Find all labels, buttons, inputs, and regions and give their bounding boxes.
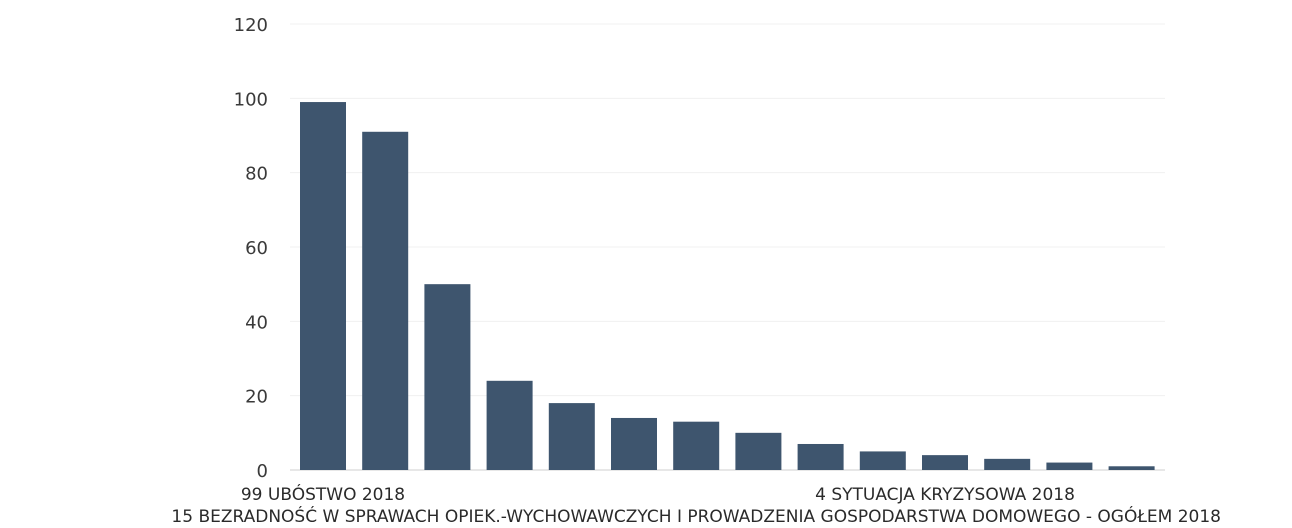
category-label: 99 UBÓSTWO 2018 <box>241 483 405 505</box>
bar <box>797 443 844 470</box>
bar <box>424 284 471 470</box>
gridlines <box>290 23 1165 397</box>
y-tick-label: 60 <box>245 238 268 259</box>
bar <box>735 432 782 470</box>
bar <box>548 403 595 470</box>
bar <box>922 455 968 470</box>
y-tick-label: 20 <box>245 387 268 408</box>
bar <box>486 380 533 470</box>
bar <box>673 421 720 470</box>
y-axis-tick-labels: 0 20 40 60 80 100 120 <box>234 15 268 482</box>
bar <box>611 417 657 470</box>
category-label: 15 BEZRADNOŚĆ W SPRAWACH OPIEK.-WYCHOWAW… <box>171 505 1221 527</box>
bar <box>1046 462 1093 470</box>
bars <box>300 102 1155 471</box>
y-tick-label: 40 <box>245 312 268 333</box>
y-tick-label: 120 <box>234 15 268 36</box>
bar <box>859 451 906 470</box>
bar <box>1108 466 1155 470</box>
bar <box>984 458 1031 470</box>
y-tick-label: 0 <box>257 461 268 482</box>
y-tick-label: 80 <box>245 164 268 185</box>
bar <box>362 131 409 471</box>
bar <box>300 102 346 471</box>
y-tick-label: 100 <box>234 89 268 110</box>
category-labels: 99 UBÓSTWO 2018 4 SYTUACJA KRYZYSOWA 2018… <box>171 483 1221 527</box>
category-label: 4 SYTUACJA KRYZYSOWA 2018 <box>815 485 1075 505</box>
